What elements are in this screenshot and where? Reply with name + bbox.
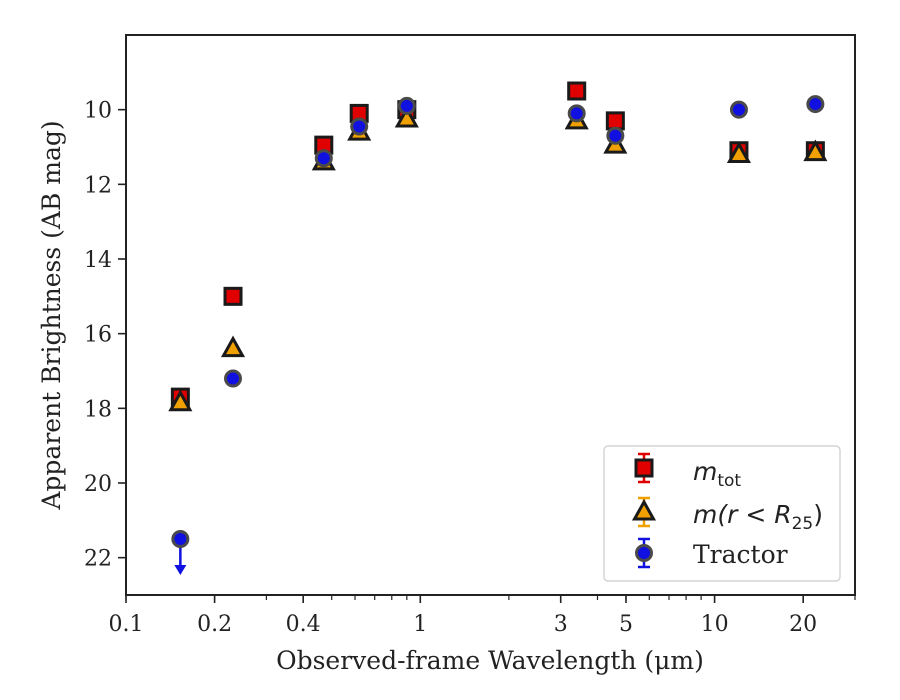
x-tick-label: 20	[789, 612, 817, 637]
legend-label-mtot: mtot	[693, 457, 741, 491]
x-tick-label: 0.1	[109, 612, 144, 637]
marker-tractor	[729, 100, 748, 119]
y-tick-label: 14	[84, 248, 112, 273]
y-tick-label: 20	[84, 472, 112, 497]
legend-mtot-base: m	[693, 457, 717, 486]
marker-mr25	[394, 105, 419, 128]
x-axis-label: Observed-frame Wavelength (μm)	[276, 646, 704, 675]
legend-marker-tractor	[635, 544, 653, 562]
marker-mtot	[223, 286, 243, 306]
marker-tractor	[314, 149, 333, 168]
y-tick-label: 22	[84, 547, 112, 572]
y-axis-label: Apparent Brightness (AB mag)	[37, 120, 66, 510]
marker-tractor	[350, 117, 369, 136]
legend-box	[603, 445, 841, 582]
marker-tractor	[806, 95, 825, 114]
legend: mtot m(r < R25) Tractor	[603, 445, 841, 582]
legend-mr25-close: )	[813, 500, 823, 529]
x-tick-label: 0.2	[197, 612, 232, 637]
marker-mtot	[605, 111, 625, 131]
y-tick-label: 10	[84, 99, 112, 124]
legend-mtot-sub: tot	[717, 471, 741, 491]
marker-tractor	[397, 96, 416, 115]
legend-marker-mtot	[634, 458, 654, 478]
legend-label-tractor: Tractor	[693, 540, 788, 569]
marker-mr25	[168, 389, 193, 412]
y-tick-label: 18	[84, 397, 112, 422]
marker-mtot	[567, 81, 587, 101]
x-axis-ticks: 0.1 0.2 0.4 1 3 5 10 20	[109, 595, 856, 637]
data-markers	[168, 81, 828, 575]
marker-mr25	[220, 335, 246, 358]
marker-tractor	[224, 369, 243, 388]
legend-mr25-base: m(r < R	[693, 500, 792, 529]
marker-tractor	[171, 530, 190, 548]
marker-mr25	[726, 141, 752, 163]
x-tick-label: 0.4	[286, 612, 321, 637]
y-axis-ticks: 10 12 14 16 18 20 22	[84, 99, 126, 572]
marker-mr25	[803, 139, 828, 162]
upper-limit-arrowhead	[174, 565, 187, 575]
y-tick-label: 12	[84, 173, 112, 198]
x-tick-label: 5	[619, 612, 633, 637]
y-tick-label: 16	[84, 323, 112, 348]
legend-mr25-sub: 25	[792, 514, 814, 534]
legend-label-mr25: m(r < R25)	[693, 500, 823, 534]
legend-markers	[631, 452, 657, 569]
legend-marker-mr25	[631, 498, 657, 521]
x-tick-label: 10	[701, 612, 729, 637]
x-tick-label: 3	[554, 612, 568, 637]
x-tick-label: 1	[413, 612, 427, 637]
marker-tractor	[606, 126, 625, 145]
plot-frame	[125, 34, 856, 596]
marker-tractor	[567, 104, 586, 123]
